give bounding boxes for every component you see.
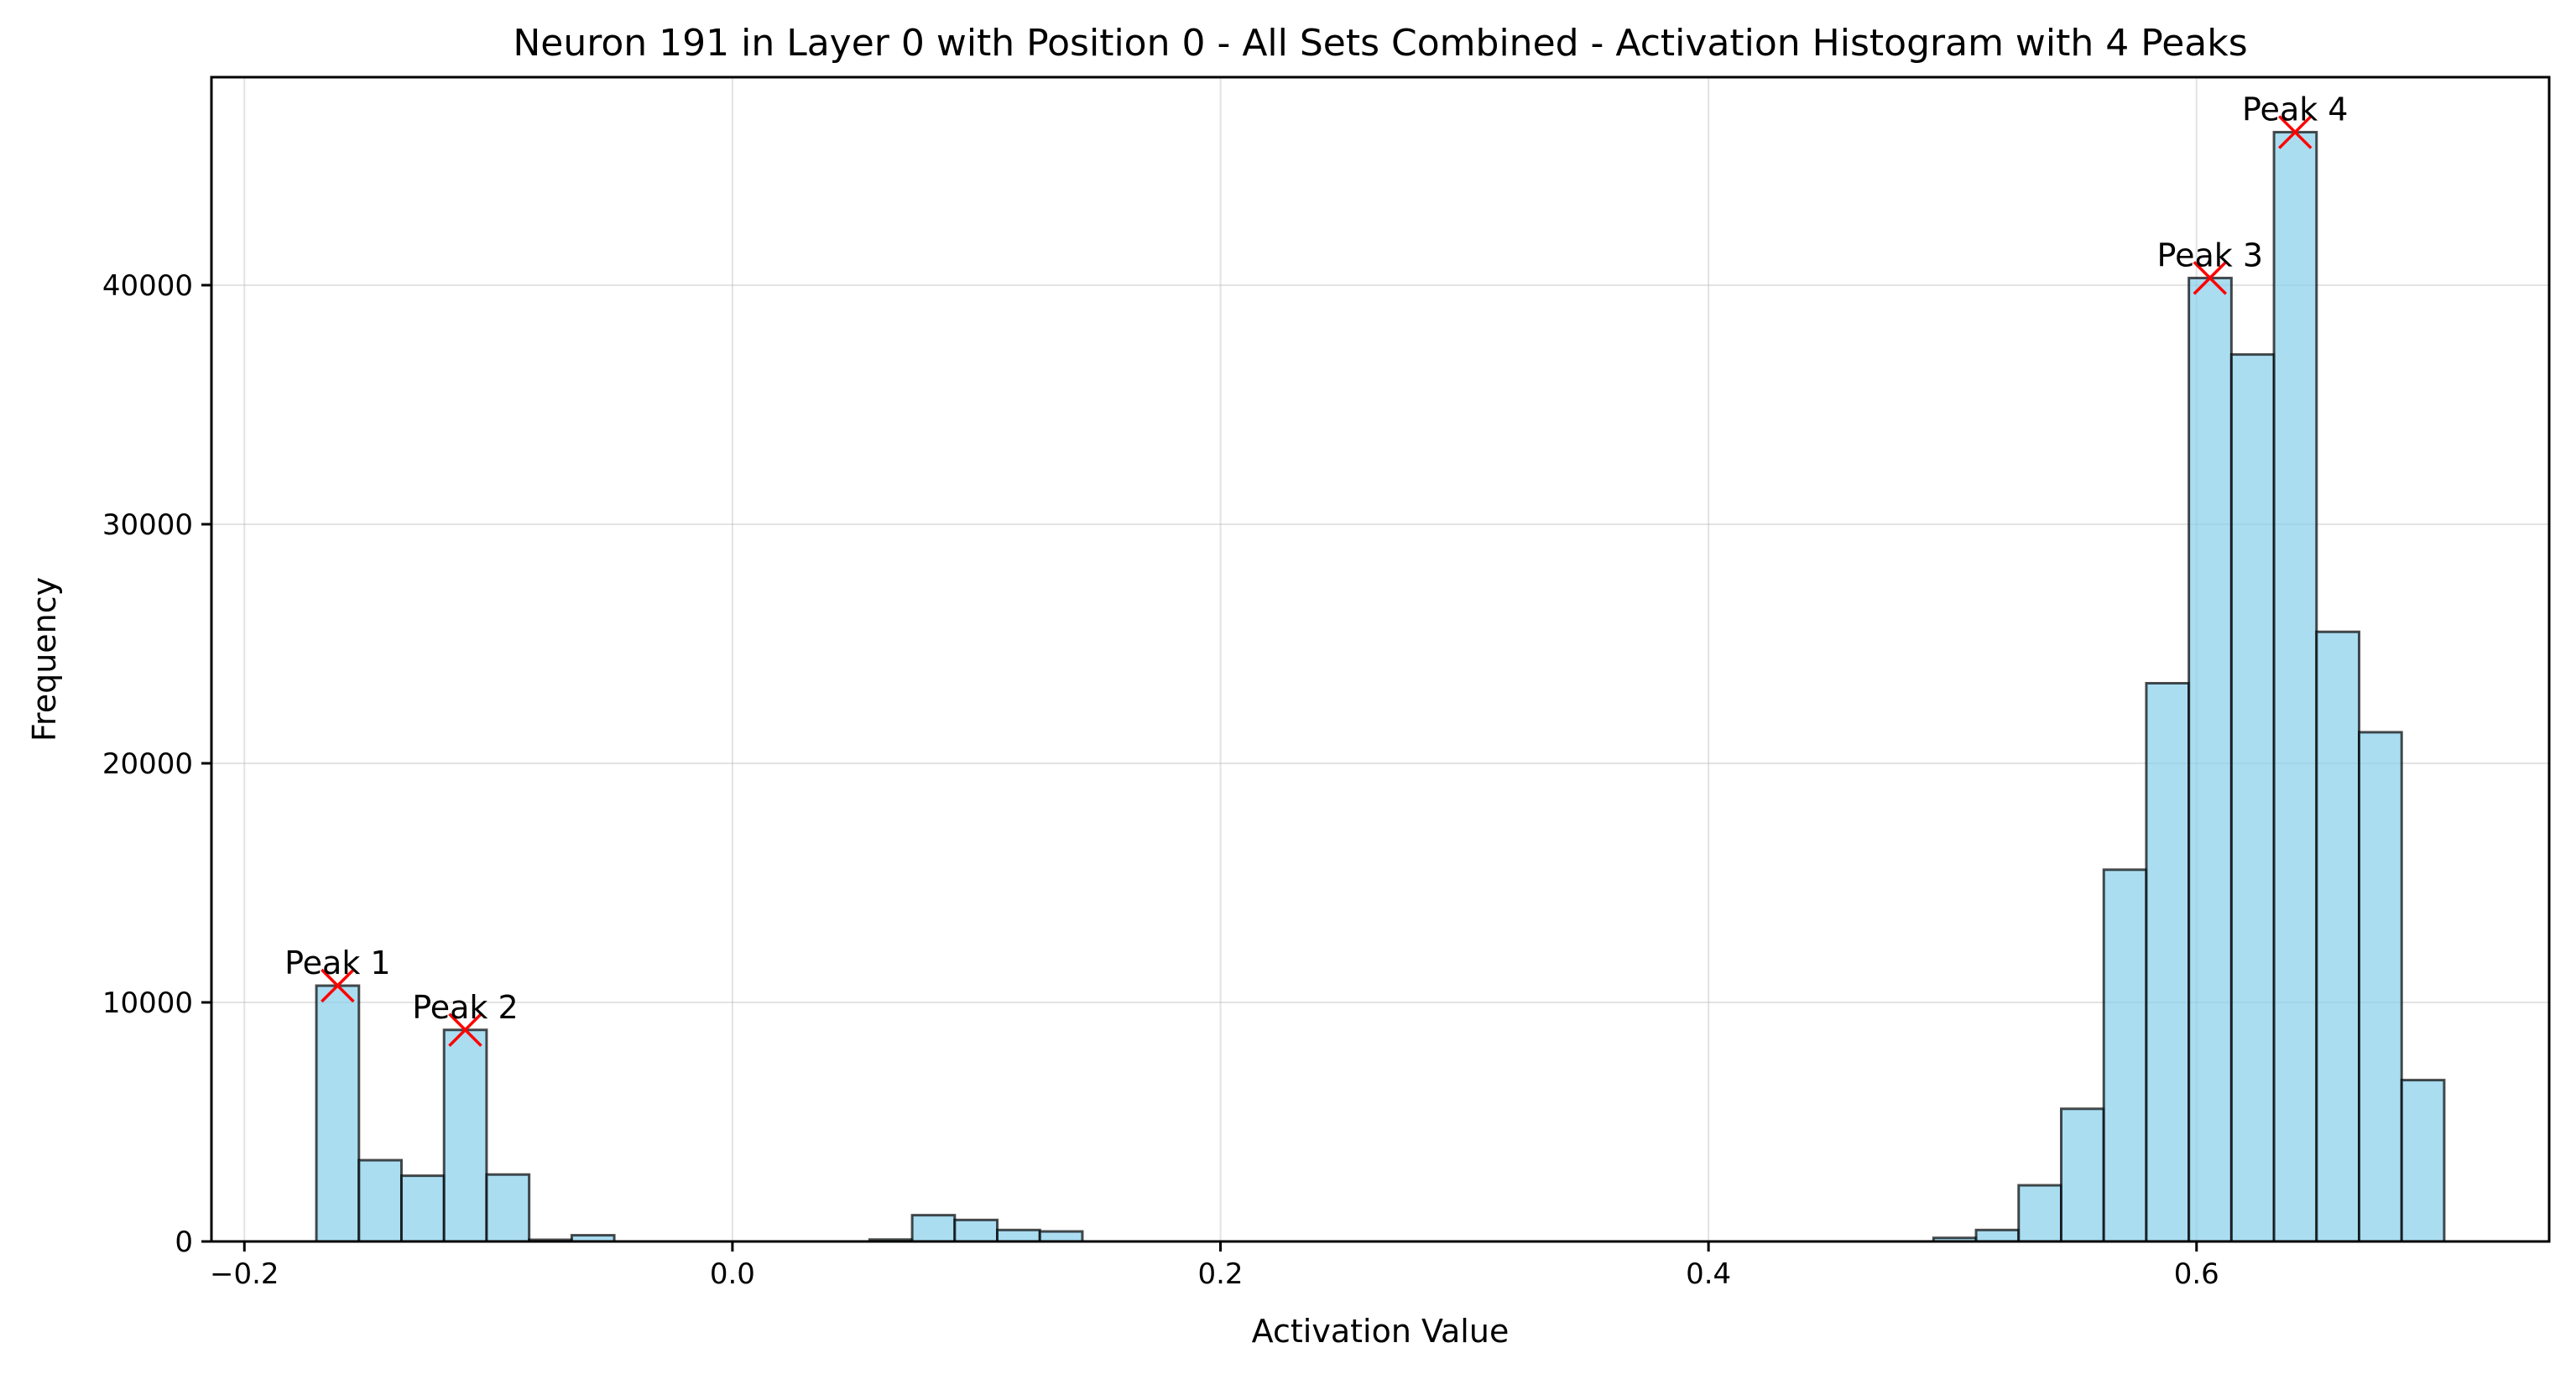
- histogram-bar: [2317, 632, 2360, 1241]
- x-tick-label: 0.2: [1197, 1257, 1243, 1291]
- y-axis-ticks: 0 10000 20000 30000 40000: [102, 269, 211, 1259]
- histogram-bar: [2189, 278, 2232, 1241]
- y-tick-label: 40000: [102, 269, 193, 303]
- peak-markers: Peak 1 Peak 2 Peak 3 Peak 4: [284, 91, 2348, 1046]
- peak-label: Peak 1: [284, 945, 391, 981]
- histogram-bar: [2401, 1080, 2444, 1241]
- y-axis-label: Frequency: [26, 577, 63, 742]
- histogram-bar: [2019, 1185, 2062, 1241]
- y-tick-label: 10000: [102, 986, 193, 1020]
- histogram-bars: [316, 133, 2444, 1241]
- x-tick-label: 0.0: [710, 1257, 755, 1291]
- peak-label: Peak 2: [412, 989, 519, 1026]
- histogram-bar: [444, 1030, 487, 1241]
- histogram-bar: [1040, 1231, 1082, 1241]
- histogram-bar: [2274, 133, 2317, 1241]
- histogram-bar: [316, 986, 359, 1241]
- y-tick-label: 30000: [102, 508, 193, 542]
- x-tick-label: 0.4: [1686, 1257, 1731, 1291]
- histogram-bar: [487, 1174, 529, 1241]
- x-tick-label: 0.6: [2174, 1257, 2219, 1291]
- x-axis-ticks: −0.2 0.0 0.2 0.4 0.6: [210, 1241, 2219, 1291]
- x-tick-label: −0.2: [210, 1257, 279, 1291]
- peak-label: Peak 3: [2157, 237, 2264, 273]
- chart-title: Neuron 191 in Layer 0 with Position 0 - …: [513, 22, 2247, 65]
- histogram-bar: [912, 1215, 955, 1241]
- x-axis-label: Activation Value: [1252, 1313, 1510, 1350]
- histogram-bar: [401, 1176, 444, 1241]
- histogram-bar: [359, 1160, 402, 1241]
- histogram-bar: [2104, 870, 2146, 1241]
- histogram-bar: [2061, 1109, 2104, 1241]
- histogram-bar: [2231, 355, 2274, 1241]
- histogram-bar: [998, 1230, 1040, 1241]
- histogram-bar: [2360, 732, 2402, 1241]
- histogram-bar: [2146, 684, 2189, 1241]
- histogram-bar: [1976, 1230, 2019, 1241]
- y-tick-label: 0: [175, 1226, 193, 1259]
- peak-label: Peak 4: [2242, 91, 2349, 128]
- y-tick-label: 20000: [102, 747, 193, 781]
- histogram-bar: [955, 1220, 998, 1241]
